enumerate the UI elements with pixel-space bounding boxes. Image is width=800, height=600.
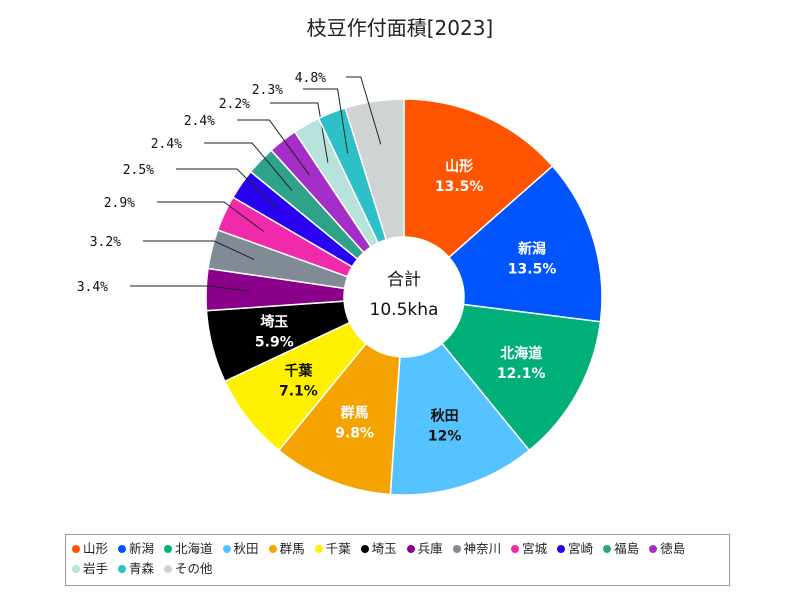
slice-value-label: 2.9% — [104, 196, 135, 211]
slice-value-label: 2.3% — [252, 83, 283, 98]
slice-山形[interactable] — [403, 98, 554, 259]
slice-value-label: 2.2% — [219, 97, 250, 112]
legend-item-新潟[interactable]: 新潟 — [118, 539, 154, 559]
slice-秋田[interactable] — [389, 342, 531, 496]
legend-dot-icon — [164, 544, 173, 553]
slice-value-label: 12.1% — [497, 366, 546, 382]
slice-name-label: 千葉 — [284, 362, 313, 379]
slice-value-label: 5.9% — [255, 335, 294, 351]
legend-label: 福島 — [614, 541, 640, 556]
callout-line — [204, 142, 293, 191]
callout-line — [270, 102, 329, 163]
slice-北海道[interactable] — [440, 303, 602, 452]
slice-群馬[interactable] — [277, 342, 401, 496]
slice-name-label: 秋田 — [431, 408, 459, 425]
callout-line — [143, 240, 255, 260]
legend-label: その他 — [175, 561, 213, 576]
legend-label: 岩手 — [83, 561, 109, 576]
legend-label: 新潟 — [129, 541, 155, 556]
legend-label: 千葉 — [325, 541, 351, 556]
legend-item-宮城[interactable]: 宮城 — [511, 539, 547, 559]
legend-item-青森[interactable]: 青森 — [118, 559, 154, 579]
legend-item-神奈川[interactable]: 神奈川 — [452, 539, 502, 559]
legend-label: 秋田 — [233, 541, 259, 556]
donut-chart: 山形 13.5% 新潟 13.5% 北海道 12.1% 秋田 12% 群馬 9.8% 千葉 7.1% 埼… — [77, 71, 603, 496]
legend: 山形 新潟 北海道 秋田 群馬 千葉 埼玉 兵庫 神奈川 宮城 宮崎 福島 徳島岩手 青森 その他 — [65, 534, 730, 586]
slice-name-label: 北海道 — [500, 345, 542, 362]
legend-item-宮崎[interactable]: 宮崎 — [557, 539, 593, 559]
legend-label: 兵庫 — [417, 541, 443, 556]
slice-value-label: 13.5% — [435, 179, 484, 195]
slice-value-label: 7.1% — [279, 383, 318, 399]
legend-dot-icon — [452, 544, 461, 553]
callout-line — [303, 88, 349, 154]
legend-label: 山形 — [83, 541, 109, 556]
legend-item-徳島[interactable]: 徳島 — [649, 539, 685, 559]
legend-dot-icon — [314, 544, 323, 553]
callout-line — [237, 119, 310, 176]
legend-label: 神奈川 — [463, 541, 502, 556]
legend-dot-icon — [511, 544, 520, 553]
slice-value-label: 3.2% — [90, 235, 121, 250]
legend-dot-icon — [406, 544, 415, 553]
legend-item-福島[interactable]: 福島 — [603, 539, 639, 559]
slice-value-label: 4.8% — [295, 71, 326, 86]
slice-value-label: 13.5% — [508, 262, 557, 278]
slice-その他[interactable] — [344, 98, 405, 241]
legend-dot-icon — [603, 544, 612, 553]
legend-item-群馬[interactable]: 群馬 — [268, 539, 305, 559]
slice-name-label: 埼玉 — [260, 314, 288, 331]
legend-item-山形[interactable]: 山形 — [72, 539, 108, 559]
legend-item-埼玉[interactable]: 埼玉 — [360, 539, 397, 559]
callout-line — [130, 285, 250, 292]
slice-value-label: 2.4% — [151, 137, 182, 152]
legend-dot-icon — [118, 544, 127, 553]
callout-line — [176, 168, 278, 210]
legend-item-北海道[interactable]: 北海道 — [164, 539, 213, 559]
legend-label: 青森 — [129, 561, 155, 576]
legend-label: 宮城 — [522, 541, 548, 556]
legend-dot-icon — [72, 544, 80, 553]
legend-item-兵庫[interactable]: 兵庫 — [406, 539, 443, 559]
legend-dot-icon — [118, 564, 127, 573]
legend-item-岩手[interactable]: 岩手 — [72, 559, 108, 579]
legend-item-その他[interactable]: その他 — [164, 559, 213, 579]
legend-item-秋田[interactable]: 秋田 — [222, 539, 259, 559]
slice-value-label: 2.4% — [184, 114, 215, 129]
slice-新潟[interactable] — [447, 165, 603, 323]
slice-value-label: 9.8% — [335, 426, 374, 442]
slice-name-label: 新潟 — [518, 241, 546, 258]
callout-line — [157, 201, 265, 233]
slice-value-label: 3.4% — [77, 280, 108, 295]
legend-label: 宮崎 — [568, 541, 594, 556]
center-value: 10.5kha — [370, 300, 439, 320]
legend-dot-icon — [164, 564, 173, 573]
slice-value-label: 2.5% — [123, 163, 154, 178]
legend-label: 徳島 — [660, 541, 686, 556]
legend-dot-icon — [649, 544, 658, 553]
slice-value-label: 12% — [428, 429, 462, 445]
chart-title: 枝豆作付面積[2023] — [306, 16, 494, 40]
callout-line — [346, 76, 382, 145]
legend-dot-icon — [557, 544, 566, 553]
legend-dot-icon — [360, 544, 369, 553]
legend-item-千葉[interactable]: 千葉 — [314, 539, 351, 559]
legend-dot-icon — [72, 564, 80, 573]
legend-dot-icon — [268, 544, 277, 553]
slice-name-label: 群馬 — [340, 405, 369, 422]
legend-label: 群馬 — [279, 541, 305, 556]
slice-name-label: 山形 — [445, 158, 473, 175]
center-label: 合計 — [387, 270, 421, 290]
legend-dot-icon — [222, 544, 231, 553]
legend-label: 北海道 — [175, 541, 213, 556]
legend-label: 埼玉 — [371, 541, 397, 556]
